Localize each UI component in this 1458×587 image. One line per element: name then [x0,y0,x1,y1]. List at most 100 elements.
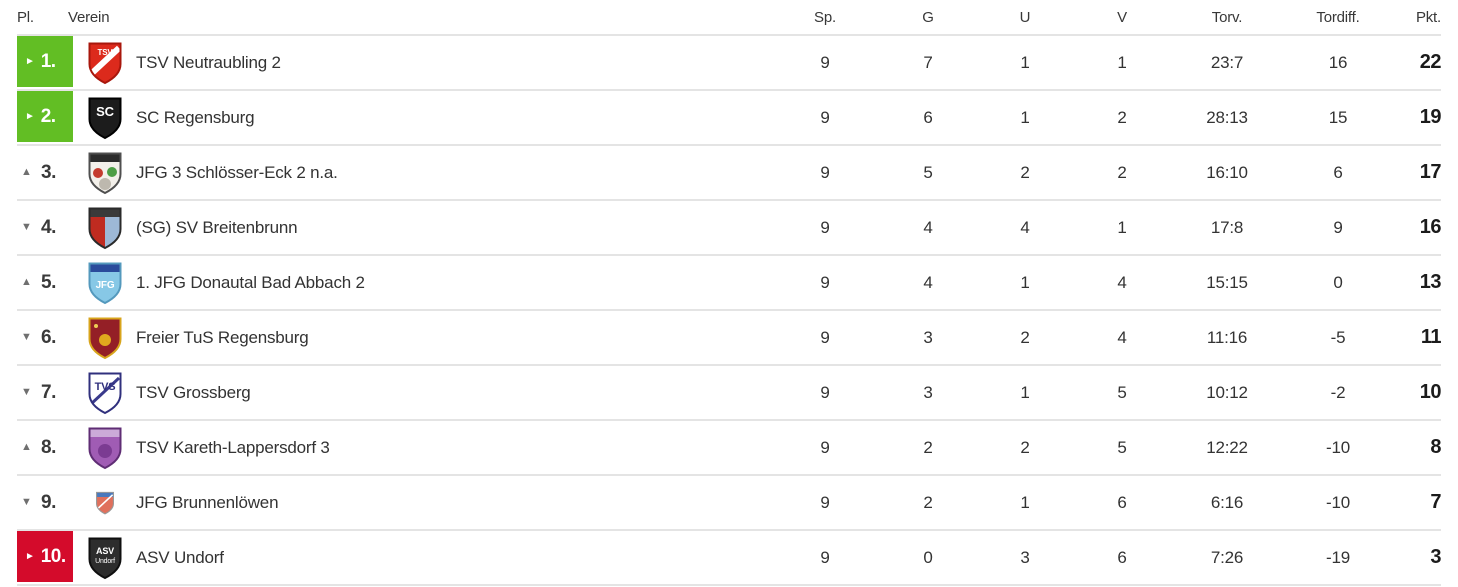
trend-icon: ▼ [21,331,32,343]
stat-goals: 6:16 [1210,492,1244,512]
stat-drawn: 2 [1020,327,1030,347]
stat-goal-diff: 16 [1328,52,1348,72]
position-number: 9. [41,491,56,513]
stat-played: 9 [820,272,830,292]
table-row[interactable]: ▼ 6. Freier TuS Regensburg 9 3 2 4 11:16… [17,311,1442,366]
stat-won: 2 [923,492,933,512]
stat-goals: 28:13 [1206,107,1248,127]
table-row[interactable]: ▲ 3. JFG 3 Schlösser-Eck 2 n.a. 9 5 2 2 … [17,146,1442,201]
club-name[interactable]: TSV Grossberg [136,382,251,402]
stat-won: 2 [923,437,933,457]
club-logo-cell: ASV Undorf [73,536,136,580]
club-logo-cell [73,316,136,360]
stat-goal-diff: 15 [1328,107,1348,127]
stat-won: 4 [923,272,933,292]
stat-lost: 6 [1117,492,1127,512]
stat-won: 3 [923,382,933,402]
stat-played: 9 [820,327,830,347]
svg-text:TSV: TSV [97,48,113,57]
stat-drawn: 2 [1020,437,1030,457]
stat-goal-diff: -10 [1326,492,1350,512]
club-name[interactable]: (SG) SV Breitenbrunn [136,217,298,237]
stat-goals: 16:10 [1206,162,1248,182]
club-logo-icon: SC [87,96,123,140]
table-row[interactable]: ▲ 5. JFG 1. JFG Donautal Bad Abbach 2 9 … [17,256,1442,311]
club-logo-icon: TVS [87,371,123,415]
stat-points: 11 [1420,326,1442,348]
stat-goal-diff: -2 [1330,382,1346,402]
position-cell: ► 2. [17,91,73,144]
stat-played: 9 [820,107,830,127]
stat-points: 19 [1419,106,1442,128]
stat-drawn: 1 [1020,272,1030,292]
stat-played: 9 [820,162,830,182]
stat-lost: 2 [1117,162,1127,182]
trend-icon: ► [25,550,35,562]
stat-goal-diff: -19 [1326,547,1350,567]
position-number: 4. [41,216,56,238]
stat-points: 8 [1430,436,1441,458]
club-logo-cell [73,151,136,195]
table-row[interactable]: ► 2. SC SC Regensburg 9 6 1 2 28:13 15 1… [17,91,1442,146]
club-logo-cell [73,426,136,470]
club-logo-cell [73,491,136,515]
svg-text:ASV: ASV [96,546,114,556]
stat-goals: 17:8 [1210,217,1244,237]
stat-played: 9 [820,492,830,512]
position-cell: ▼ 7. [17,366,73,419]
svg-text:Undorf: Undorf [95,558,115,565]
stat-played: 9 [820,382,830,402]
trend-icon: ▲ [21,166,32,178]
stat-goal-diff: 6 [1333,162,1343,182]
club-name[interactable]: Freier TuS Regensburg [136,327,309,347]
club-logo-cell: SC [73,96,136,140]
trend-icon: ► [25,110,35,122]
club-name[interactable]: TSV Neutraubling 2 [136,52,281,72]
club-name[interactable]: ASV Undorf [136,547,224,567]
position-cell: ▲ 3. [17,146,73,199]
position-number: 7. [41,381,56,403]
club-logo-icon [87,426,123,470]
svg-text:JFG: JFG [95,280,114,291]
club-logo-icon: JFG [87,261,123,305]
stat-drawn: 3 [1020,547,1030,567]
header-position: Pl. [17,8,34,26]
stat-played: 9 [820,52,830,72]
stat-goal-diff: 0 [1333,272,1343,292]
position-number: 2. [40,105,56,127]
svg-text:SC: SC [96,104,114,119]
table-row[interactable]: ▲ 8. TSV Kareth-Lappersdorf 3 9 2 2 5 12… [17,421,1442,476]
club-logo-icon: TSV [87,41,123,85]
header-goals: Torv. [1211,8,1243,26]
stat-goal-diff: 9 [1333,217,1343,237]
stat-goal-diff: -10 [1326,437,1350,457]
header-played: Sp. [814,8,836,26]
position-number: 5. [41,271,56,293]
header-lost: V [1117,8,1127,26]
table-row[interactable]: ▼ 7. TVS TSV Grossberg 9 3 1 5 10:12 -2 … [17,366,1442,421]
header-drawn: U [1019,8,1031,26]
position-cell: ▼ 6. [17,311,73,364]
header-club: Verein [68,8,110,26]
club-name[interactable]: JFG 3 Schlösser-Eck 2 n.a. [136,162,338,182]
club-name[interactable]: TSV Kareth-Lappersdorf 3 [136,437,330,457]
stat-lost: 6 [1117,547,1127,567]
club-name[interactable]: JFG Brunnenlöwen [136,492,279,512]
trend-icon: ▲ [21,276,32,288]
club-logo-icon: ASV Undorf [87,536,123,580]
position-cell: ▲ 5. [17,256,73,309]
table-row[interactable]: ► 1. TSV TSV Neutraubling 2 9 7 1 1 23:7… [17,36,1442,91]
position-number: 10. [40,545,66,567]
position-cell: ▼ 9. [17,476,73,529]
stat-lost: 4 [1117,272,1127,292]
table-row[interactable]: ▼ 4. (SG) SV Breitenbrunn 9 4 4 1 17:8 9… [17,201,1442,256]
stat-drawn: 1 [1020,382,1030,402]
stat-lost: 5 [1117,437,1127,457]
club-name[interactable]: SC Regensburg [136,107,255,127]
table-row[interactable]: ▼ 9. JFG Brunnenlöwen 9 2 1 6 6:16 -10 7 [17,476,1442,531]
club-logo-icon [95,491,115,515]
stat-won: 4 [923,217,933,237]
club-name[interactable]: 1. JFG Donautal Bad Abbach 2 [136,272,365,292]
table-row[interactable]: ► 10. ASV Undorf ASV Undorf 9 0 3 6 7:26 … [17,531,1442,586]
